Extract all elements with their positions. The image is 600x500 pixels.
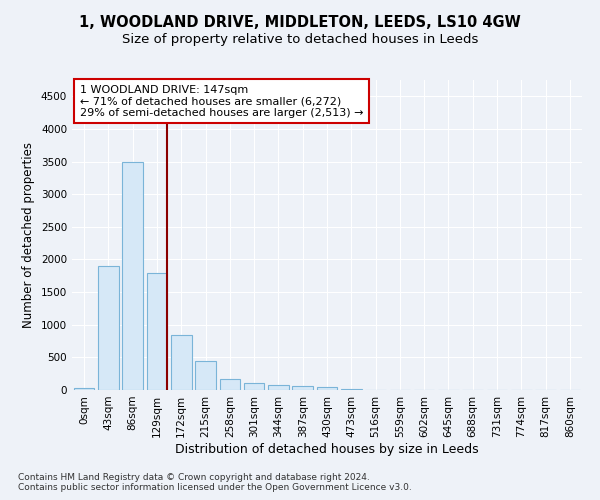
Text: Size of property relative to detached houses in Leeds: Size of property relative to detached ho… [122,32,478,46]
Bar [74,388,94,390]
Bar [195,360,216,390]
X-axis label: Distribution of detached houses by size in Leeds: Distribution of detached houses by size … [175,442,479,456]
Text: 1, WOODLAND DRIVE, MIDDLETON, LEEDS, LS10 4GW: 1, WOODLAND DRIVE, MIDDLETON, LEEDS, LS1… [79,15,521,30]
Bar [171,334,191,390]
Text: Contains public sector information licensed under the Open Government Licence v3: Contains public sector information licen… [18,482,412,492]
Text: 1 WOODLAND DRIVE: 147sqm
← 71% of detached houses are smaller (6,272)
29% of sem: 1 WOODLAND DRIVE: 147sqm ← 71% of detach… [80,84,363,118]
Bar [244,384,265,390]
Bar [268,385,289,390]
Bar [122,162,143,390]
Text: Contains HM Land Registry data © Crown copyright and database right 2024.: Contains HM Land Registry data © Crown c… [18,472,370,482]
Bar [292,386,313,390]
Bar [220,379,240,390]
Bar [146,272,167,390]
Y-axis label: Number of detached properties: Number of detached properties [22,142,35,328]
Bar [98,266,119,390]
Bar [317,388,337,390]
Bar [341,388,362,390]
